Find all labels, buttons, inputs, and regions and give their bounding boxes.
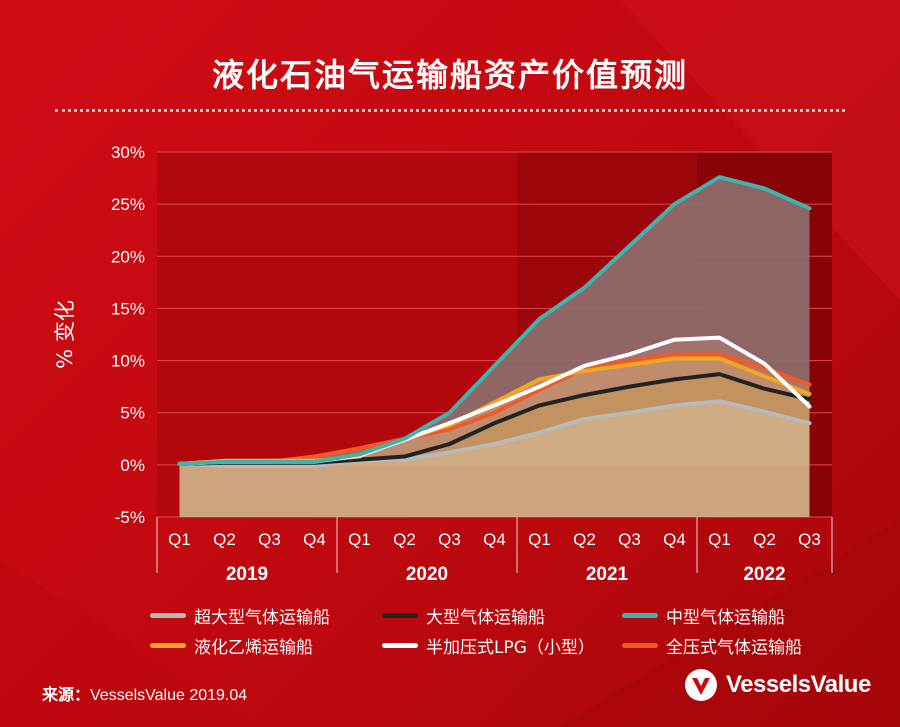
- legend-label: 全压式气体运输船: [666, 637, 802, 658]
- x-tick-label: Q2: [213, 530, 236, 549]
- x-tick-label: Q4: [663, 530, 686, 549]
- x-tick-label: Q4: [483, 530, 506, 549]
- legend-swatch: [622, 642, 658, 648]
- x-tick-label: Q3: [798, 530, 821, 549]
- x-tick-label: Q3: [258, 530, 281, 549]
- legend-item: 液化乙烯运输船: [150, 633, 382, 658]
- y-axis-label: % 变化: [53, 300, 77, 369]
- legend-label: 液化乙烯运输船: [194, 637, 313, 658]
- legend-item: 中型气体运输船: [622, 603, 862, 628]
- legend-label: 半加压式LPG（小型）: [426, 637, 595, 658]
- source-text: VesselsValue 2019.04: [90, 687, 248, 704]
- area-fill-very-large: [179, 401, 810, 466]
- y-tick-label: 20%: [111, 247, 145, 266]
- x-tick-label: Q3: [618, 530, 641, 549]
- asset-value-chart: -5% 0% 5% 10% 15% 20% 25% 30% Q1 Q2 Q3 Q4 Q1 Q2 Q3 Q4 Q…: [53, 143, 832, 585]
- legend-row: 液化乙烯运输船 半加压式LPG（小型） 全压式气体运输船: [150, 630, 870, 660]
- source-note: 来源：VesselsValue 2019.04: [42, 681, 247, 705]
- x-tick-label: Q2: [393, 530, 416, 549]
- series-line: [177, 175, 812, 466]
- legend-swatch: [150, 642, 186, 648]
- legend-label: 超大型气体运输船: [194, 607, 330, 628]
- x-tick-label: Q2: [573, 530, 596, 549]
- legend-item: 全压式气体运输船: [622, 633, 862, 658]
- x-tick-label: Q1: [168, 530, 191, 549]
- x-tick-label: Q1: [348, 530, 371, 549]
- source-label: 来源：: [42, 685, 91, 704]
- page-title: 液化石油气运输船资产价值预测: [211, 56, 688, 94]
- logo-text: VesselsValue: [726, 671, 871, 698]
- legend-item: 超大型气体运输船: [150, 603, 382, 628]
- y-tick-label: 25%: [111, 195, 145, 214]
- legend-item: 半加压式LPG（小型）: [382, 633, 622, 658]
- legend-swatch: [382, 612, 418, 618]
- legend-swatch: [622, 612, 658, 618]
- area-fill-base: [179, 464, 810, 517]
- x-tick-label: Q3: [438, 530, 461, 549]
- y-tick-label: 30%: [111, 143, 145, 162]
- year-label: 2019: [226, 564, 268, 585]
- x-tick-label: Q1: [528, 530, 551, 549]
- y-tick-label: 0%: [120, 456, 145, 475]
- year-label: 2022: [743, 564, 785, 585]
- legend-swatch: [382, 642, 418, 648]
- year-label: 2021: [586, 564, 629, 585]
- year-label: 2020: [406, 564, 448, 585]
- series-line: [177, 399, 812, 468]
- title-divider: [55, 109, 845, 112]
- legend-swatch: [150, 612, 186, 618]
- x-tick-label: Q4: [303, 530, 326, 549]
- y-tick-label: 15%: [111, 299, 145, 318]
- y-tick-label: 10%: [111, 352, 145, 371]
- vesselsvalue-logo: VesselsValue: [684, 668, 871, 702]
- x-tick-label: Q1: [708, 530, 731, 549]
- x-tick-label: Q2: [753, 530, 776, 549]
- chart-legend: 超大型气体运输船 大型气体运输船 中型气体运输船液化乙烯运输船 半加压式LPG（小型）…: [150, 600, 870, 660]
- legend-row: 超大型气体运输船 大型气体运输船 中型气体运输船: [150, 600, 870, 630]
- legend-label: 中型气体运输船: [666, 607, 785, 628]
- y-tick-label: 5%: [120, 404, 145, 423]
- legend-item: 大型气体运输船: [382, 603, 622, 628]
- y-tick-label: -5%: [115, 508, 145, 527]
- legend-label: 大型气体运输船: [426, 607, 545, 628]
- vesselsvalue-logo-icon: [685, 669, 717, 701]
